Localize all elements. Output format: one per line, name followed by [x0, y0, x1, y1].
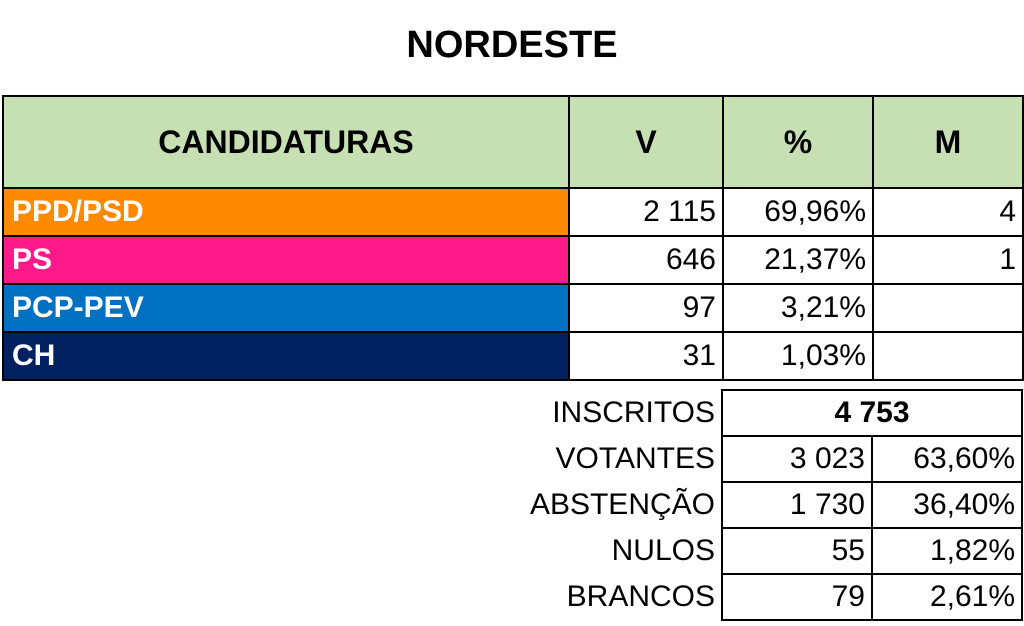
stat-label: ABSTENÇÃO: [529, 488, 715, 521]
stat-percent: 2,61%: [870, 573, 1024, 621]
stats-table: INSCRITOS 4 753 VOTANTES 3 023 63,60% AB…: [2, 389, 1024, 621]
stat-label: INSCRITOS: [552, 396, 715, 429]
stat-percent: 1,82%: [870, 527, 1024, 575]
party-mandates: 1: [872, 235, 1024, 285]
stat-value: 4 753: [720, 389, 1024, 437]
party-mandates: 4: [872, 187, 1024, 237]
table-row: CH 31 1,03%: [2, 331, 1024, 381]
party-name: PPD/PSD: [2, 187, 570, 237]
table-row: PCP-PEV 97 3,21%: [2, 283, 1024, 333]
results-table: CANDIDATURAS V % M PPD/PSD 2 115 69,96% …: [2, 95, 1024, 381]
party-name: PS: [2, 235, 570, 285]
stats-row-inscritos: INSCRITOS 4 753: [2, 389, 1024, 437]
header-votes: V: [568, 95, 724, 189]
stats-row-brancos: BRANCOS 79 2,61%: [2, 573, 1024, 621]
stats-row-nulos: NULOS 55 1,82%: [2, 527, 1024, 575]
stat-value: 1 730: [721, 481, 873, 529]
party-percent: 21,37%: [722, 235, 874, 285]
party-name: PCP-PEV: [2, 283, 570, 333]
stat-value: 55: [721, 527, 873, 575]
stat-value: 3 023: [721, 435, 873, 483]
header-candidaturas: CANDIDATURAS: [2, 95, 570, 189]
stats-row-votantes: VOTANTES 3 023 63,60%: [2, 435, 1024, 483]
stat-label: VOTANTES: [555, 442, 715, 475]
table-header-row: CANDIDATURAS V % M: [2, 95, 1024, 189]
stat-percent: 36,40%: [870, 481, 1024, 529]
page-title: NORDESTE: [406, 24, 618, 66]
party-mandates: [872, 283, 1024, 333]
stat-label: BRANCOS: [566, 580, 715, 613]
party-name: CH: [2, 331, 570, 381]
party-votes: 646: [568, 235, 724, 285]
party-votes: 2 115: [568, 187, 724, 237]
stat-percent: 63,60%: [870, 435, 1024, 483]
party-mandates: [872, 331, 1024, 381]
stat-label: NULOS: [611, 534, 715, 567]
header-percent: %: [722, 95, 874, 189]
table-row: PS 646 21,37% 1: [2, 235, 1024, 285]
party-percent: 3,21%: [722, 283, 874, 333]
stat-value: 79: [721, 573, 873, 621]
stats-row-abstencao: ABSTENÇÃO 1 730 36,40%: [2, 481, 1024, 529]
party-percent: 69,96%: [722, 187, 874, 237]
party-votes: 31: [568, 331, 724, 381]
table-row: PPD/PSD 2 115 69,96% 4: [2, 187, 1024, 237]
party-percent: 1,03%: [722, 331, 874, 381]
header-mandates: M: [872, 95, 1024, 189]
party-votes: 97: [568, 283, 724, 333]
